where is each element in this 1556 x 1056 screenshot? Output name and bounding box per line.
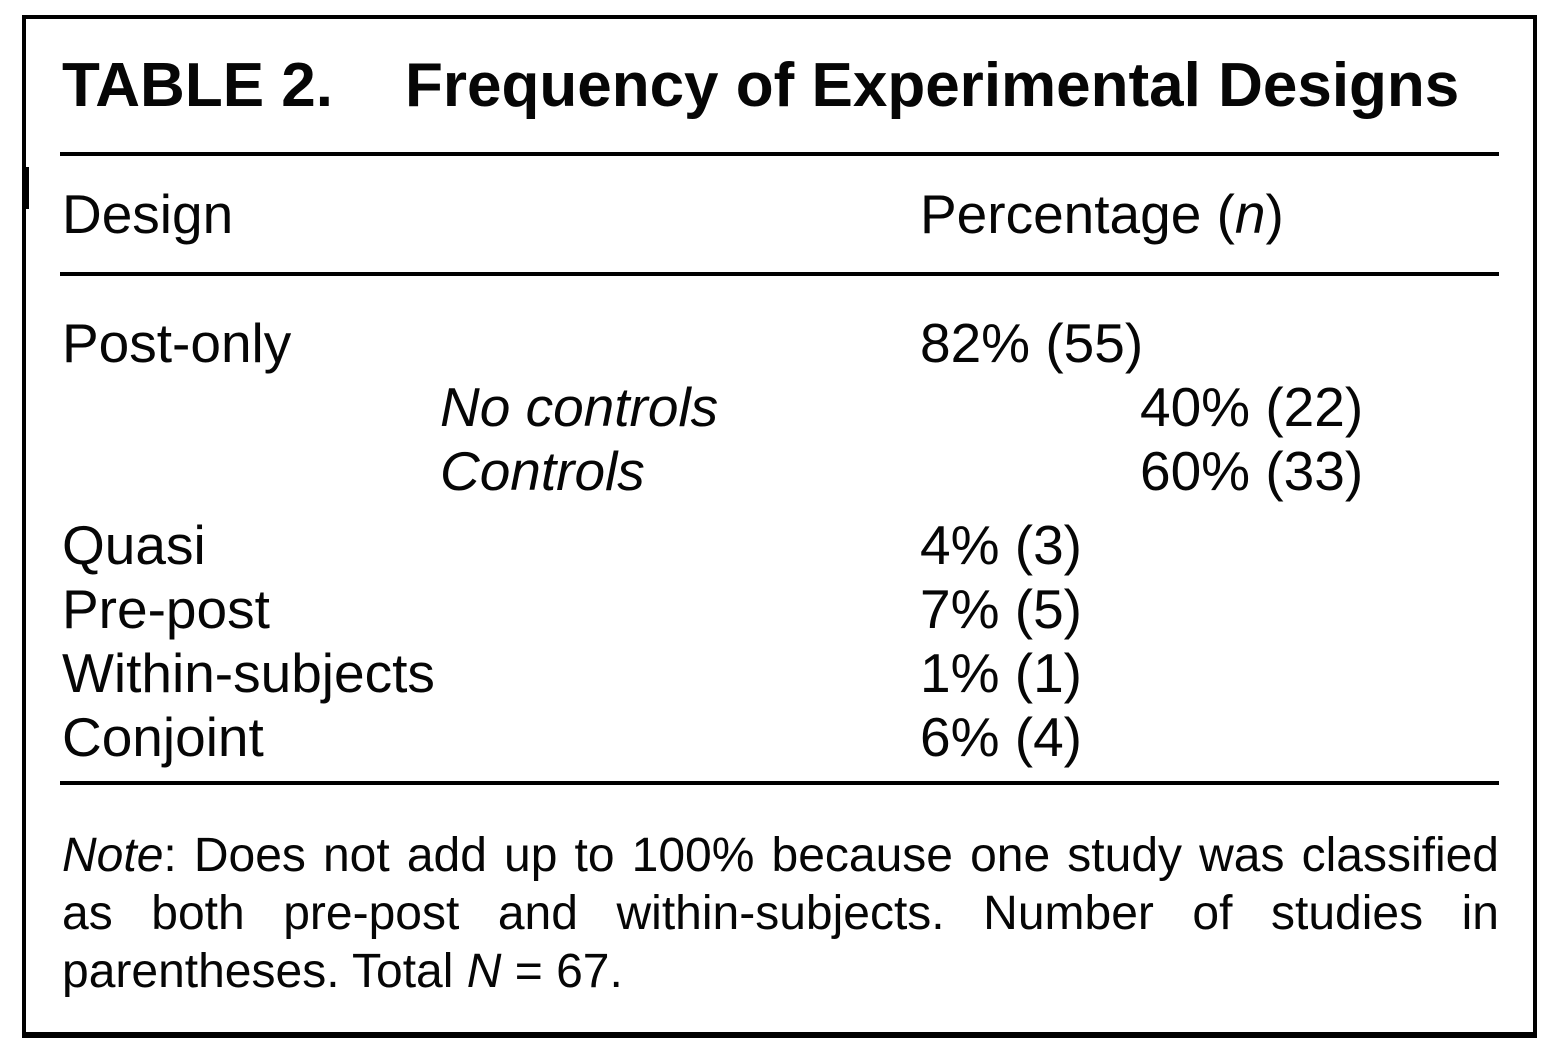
column-header-row: Design Percentage (n) bbox=[60, 184, 1499, 244]
percentage-value: 40% (22) bbox=[1140, 376, 1364, 438]
percentage-value: 7% (5) bbox=[920, 578, 1082, 640]
percentage-value: 4% (3) bbox=[920, 514, 1082, 576]
percentage-value: 82% (55) bbox=[920, 312, 1144, 374]
table-content: TABLE 2. Frequency of Experimental Design… bbox=[60, 53, 1499, 1001]
design-label: Pre-post bbox=[62, 578, 270, 640]
percentage-value: 60% (33) bbox=[1140, 440, 1364, 502]
table-row: Conjoint 6% (4) bbox=[60, 705, 1499, 769]
note-text: : Does not add up to 100% because one st… bbox=[62, 829, 1499, 998]
rule-above-note bbox=[60, 781, 1499, 785]
table-row-indented: No controls 40% (22) bbox=[60, 375, 1499, 439]
table-number: TABLE 2. bbox=[62, 51, 333, 120]
percentage-value: 1% (1) bbox=[920, 642, 1082, 704]
table-row: Post-only 82% (55) bbox=[60, 311, 1499, 375]
percentage-header-text: Percentage ( bbox=[920, 183, 1235, 245]
design-label: Post-only bbox=[62, 312, 292, 374]
table-row: Pre-post 7% (5) bbox=[60, 577, 1499, 641]
design-label: Within-subjects bbox=[62, 642, 435, 704]
percentage-value: 6% (4) bbox=[920, 706, 1082, 768]
percentage-header-n: n bbox=[1234, 183, 1266, 245]
table-title-text: Frequency of Experimental Designs bbox=[404, 51, 1460, 120]
table-row: Quasi 4% (3) bbox=[60, 513, 1499, 577]
design-label: Quasi bbox=[62, 514, 206, 576]
note-total-value: = 67. bbox=[501, 945, 623, 998]
design-label: Conjoint bbox=[62, 706, 264, 768]
table-title: TABLE 2. Frequency of Experimental Design… bbox=[60, 53, 1499, 119]
design-column-header: Design bbox=[62, 183, 234, 245]
table-row-indented: Controls 60% (33) bbox=[60, 439, 1499, 503]
design-sublabel: No controls bbox=[440, 376, 719, 438]
rule-below-header bbox=[60, 272, 1499, 276]
table-card: TABLE 2. Frequency of Experimental Design… bbox=[22, 15, 1537, 1038]
table-row: Within-subjects 1% (1) bbox=[60, 641, 1499, 705]
rule-top bbox=[60, 152, 1499, 156]
percentage-column-header: Percentage (n) bbox=[920, 184, 1284, 244]
scan-artifact bbox=[22, 167, 29, 209]
percentage-header-close-paren: ) bbox=[1265, 183, 1284, 245]
note-label: Note bbox=[62, 829, 164, 882]
note-total-n: N bbox=[466, 945, 502, 998]
table-body: Post-only 82% (55) No controls 40% (22) Co… bbox=[60, 311, 1499, 769]
table-note: Note: Does not add up to 100% because on… bbox=[60, 827, 1499, 1001]
design-sublabel: Controls bbox=[440, 440, 645, 502]
